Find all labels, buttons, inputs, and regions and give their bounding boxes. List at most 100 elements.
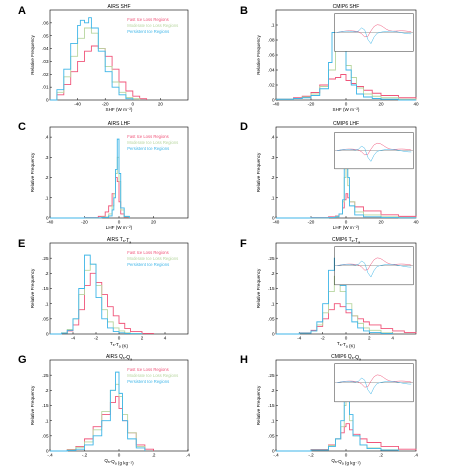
legend-entry: Moderate Ice Loss Regions — [127, 373, 178, 378]
y-tick-label: .06 — [42, 20, 49, 25]
inset-plot — [334, 246, 414, 286]
y-tick-label: .1 — [271, 301, 275, 306]
y-tick-label: 0 — [272, 449, 275, 454]
series-line-persist — [50, 138, 130, 219]
x-tick-label: 40 — [413, 102, 419, 107]
legend-entry: Persistent Ice Regions — [127, 146, 169, 151]
x-tick-label: -.2 — [82, 453, 88, 458]
x-tick-label: 40 — [413, 220, 419, 225]
panel-c: C AIRS LHF -40 -20 0 20 0 .1 .2 .3 .4 LHF (W m⁻²) Re… — [18, 121, 189, 230]
y-tick-label: .1 — [45, 418, 49, 423]
x-tick-label: 0 — [118, 336, 121, 341]
series-line-persist — [50, 371, 146, 452]
chart-title: AIRS Qs-Qa — [106, 354, 132, 361]
x-tick-label: .4 — [414, 453, 418, 458]
series-line-mid — [50, 383, 146, 452]
y-tick-label: 0 — [46, 332, 49, 337]
x-tick-label: -20 — [308, 220, 315, 225]
panel-label: B — [240, 5, 248, 17]
x-axis-label: Ts-Ta (K) — [110, 341, 129, 348]
y-tick-label: .2 — [271, 271, 275, 276]
y-tick-label: .05 — [42, 316, 49, 321]
series-line-persist — [50, 254, 143, 335]
legend-entry: Persistent Ice Regions — [127, 379, 169, 384]
panel-b: B CMIP6 SHF -40 -20 0 20 40 0 .02 .04 .06 .08 .1 SHF … — [240, 4, 419, 112]
inset-plot — [334, 132, 414, 170]
y-tick-label: .01 — [42, 85, 49, 90]
chart-title: AIRS LHF — [108, 121, 131, 127]
x-tick-label: -20 — [81, 220, 88, 225]
legend-entry: Moderate Ice Loss Regions — [127, 140, 178, 145]
plot-frame — [49, 9, 189, 101]
series-line-fast — [50, 272, 154, 335]
series-line-fast — [50, 177, 130, 219]
y-axis-label: Relative Frequency — [256, 35, 261, 75]
y-tick-label: .05 — [268, 433, 275, 438]
y-tick-label: .1 — [271, 23, 275, 28]
inset-plot — [334, 13, 414, 52]
y-tick-label: .15 — [42, 286, 49, 291]
x-tick-label: 0 — [345, 102, 348, 107]
x-axis-label: SHF (W m⁻²) — [333, 107, 360, 112]
x-tick-label: -2 — [321, 336, 326, 341]
inset-line-fast — [336, 24, 412, 38]
x-axis-label: Qs-Qa (g kg⁻¹) — [331, 458, 361, 465]
chart-title: AIRS Ts-Ta — [107, 237, 131, 244]
x-tick-label: -40 — [74, 102, 81, 107]
y-tick-label: .15 — [268, 403, 275, 408]
x-tick-label: -.2 — [308, 453, 314, 458]
y-tick-label: .04 — [268, 68, 275, 73]
y-axis-label: Relative Frequency — [30, 268, 35, 308]
x-axis-label: Qs-Qa (g kg⁻¹) — [104, 458, 134, 465]
panel-a: A AIRS SHF -40 -20 0 20 0 .01 .02 .03 .04 .05 .06 SHF… — [18, 4, 189, 112]
chart-title: AIRS SHF — [107, 4, 130, 10]
x-tick-label: 20 — [378, 220, 384, 225]
x-tick-label: 20 — [151, 220, 157, 225]
y-tick-label: .3 — [271, 155, 275, 160]
y-tick-label: .08 — [268, 38, 275, 43]
inset-line-persist — [336, 27, 412, 45]
legend-entry: Fast Ice Loss Regions — [127, 367, 168, 372]
x-tick-label: 0 — [345, 453, 348, 458]
x-tick-label: -.4 — [47, 453, 53, 458]
x-tick-label: -4 — [71, 336, 76, 341]
x-axis-label: LHF (W m⁻²) — [106, 225, 133, 230]
x-tick-label: .2 — [379, 453, 383, 458]
x-tick-label: -.4 — [273, 453, 279, 458]
y-tick-label: .06 — [268, 53, 275, 58]
inset-line-fast — [336, 257, 412, 271]
x-tick-label: .2 — [152, 453, 156, 458]
panel-e: E AIRS Ts-Ta -4 -2 0 2 4 0 .05 .1 .15 .2 .25 Ts-Ta (K… — [18, 237, 189, 348]
inset-line-fast — [336, 142, 412, 156]
x-axis-label: Ts-Ta (K) — [337, 341, 356, 348]
series-line-fast — [276, 74, 417, 100]
series-line-fast — [276, 193, 417, 219]
y-tick-label: .2 — [45, 388, 49, 393]
panel-label: C — [18, 121, 26, 133]
x-tick-label: -40 — [273, 220, 280, 225]
y-tick-label: .04 — [42, 46, 49, 51]
series-line-persist — [50, 17, 134, 101]
inset-line-fast — [336, 374, 412, 388]
x-tick-label: 0 — [118, 220, 121, 225]
x-tick-label: -40 — [273, 102, 280, 107]
legend-entry: Moderate Ice Loss Regions — [127, 23, 178, 28]
x-axis-label: LHF (W m⁻²) — [333, 225, 360, 230]
y-tick-label: .15 — [42, 403, 49, 408]
y-tick-label: .25 — [268, 256, 275, 261]
y-tick-label: .02 — [42, 72, 49, 77]
chart-title: CMIP6 Qs-Qa — [331, 354, 361, 361]
panel-label: F — [240, 238, 247, 250]
x-tick-label: 0 — [345, 336, 348, 341]
y-tick-label: .25 — [42, 373, 49, 378]
y-tick-label: .25 — [268, 373, 275, 378]
y-tick-label: .03 — [42, 59, 49, 64]
y-tick-label: 0 — [272, 332, 275, 337]
y-tick-label: 0 — [46, 449, 49, 454]
chart-title: CMIP6 Ts-Ta — [332, 237, 360, 244]
x-tick-label: 2 — [141, 336, 144, 341]
y-tick-label: .2 — [45, 271, 49, 276]
y-tick-label: .2 — [271, 175, 275, 180]
y-tick-label: .05 — [42, 433, 49, 438]
